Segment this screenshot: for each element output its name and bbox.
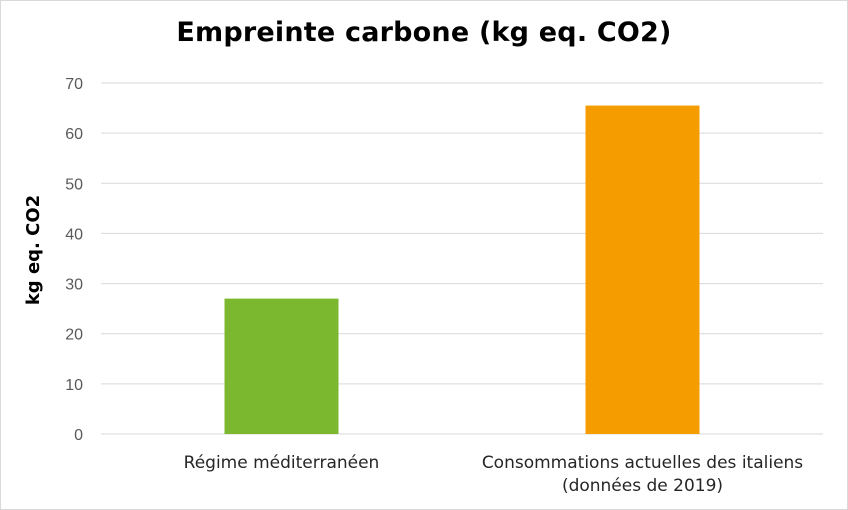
bar: [585, 105, 700, 435]
y-tick-label: 0: [74, 427, 83, 444]
y-tick-label: 70: [65, 76, 83, 93]
x-category-label-line: Consommations actuelles des italiens: [482, 453, 803, 473]
y-tick-label: 60: [65, 126, 83, 143]
chart-title: Empreinte carbone (kg eq. CO2): [176, 17, 672, 48]
x-category-label-line: Régime méditerranéen: [184, 453, 380, 473]
y-axis-ticks: 0 10 20 30 40 50 60 70: [65, 76, 83, 444]
x-category-label: Régime méditerranéen: [184, 453, 380, 473]
y-tick-label: 40: [65, 226, 83, 243]
y-tick-label: 30: [65, 277, 83, 294]
y-axis-title: kg eq. CO2: [23, 195, 44, 305]
x-category-label-line: (données de 2019): [562, 476, 723, 496]
bars: [224, 105, 700, 435]
gridlines: [101, 82, 823, 435]
x-category-label: Consommations actuelles des italiens (don…: [482, 453, 803, 496]
y-tick-label: 10: [65, 377, 83, 394]
y-tick-label: 20: [65, 327, 83, 344]
x-axis-categories: Régime méditerranéen Consommations actuel…: [184, 453, 804, 496]
bar: [224, 298, 339, 434]
y-tick-label: 50: [65, 176, 83, 193]
